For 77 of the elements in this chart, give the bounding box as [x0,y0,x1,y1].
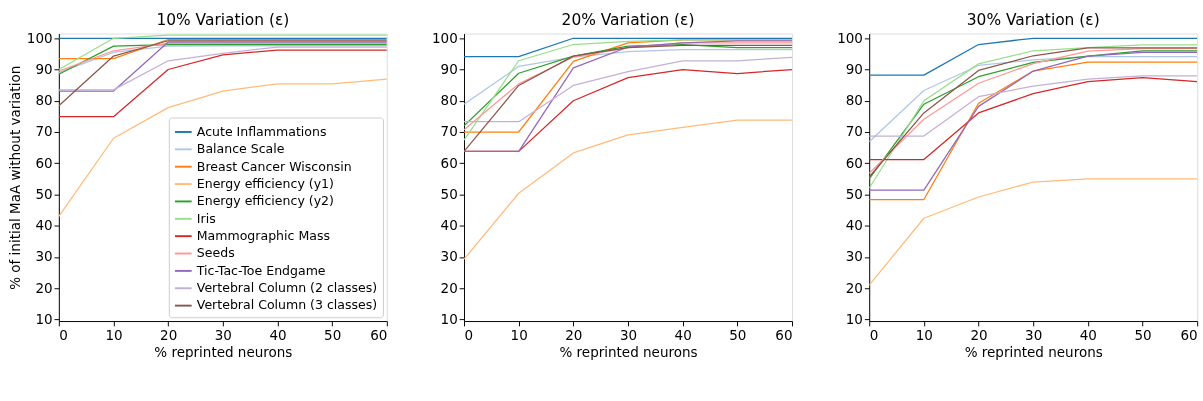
x-axis-title: % reprinted neurons [964,344,1103,361]
x-tick-label: 50 [324,326,342,343]
y-tick-label: 40 [845,217,863,234]
chart-title: 10% Variation (ε) [156,10,290,29]
x-tick-label: 40 [674,326,692,343]
x-tick-label: 20 [565,326,583,343]
x-tick-label: 60 [370,326,388,343]
y-axis-title: % of initial MaA without variation [7,65,24,290]
x-tick-label: 20 [970,326,988,343]
chart-title: 30% Variation (ε) [966,10,1100,29]
x-axis-title: % reprinted neurons [559,344,698,361]
legend-label: Energy efficiency (y1) [196,175,334,191]
legend-label: Vertebral Column (3 classes) [196,297,378,313]
x-tick-label: 30 [214,326,232,343]
y-tick-label: 70 [845,123,863,140]
x-tick-label: 10 [915,326,933,343]
y-tick-label: 100 [837,29,863,46]
y-tick-label: 60 [35,154,53,171]
y-tick-label: 50 [440,185,458,202]
y-tick-label: 60 [845,154,863,171]
y-tick-label: 20 [440,279,458,296]
legend-label: Iris [196,210,216,226]
legend-label: Balance Scale [196,141,285,157]
y-tick-label: 70 [35,123,53,140]
y-tick-label: 100 [431,29,458,46]
line-series [464,56,793,123]
x-tick-label: 0 [869,326,879,343]
y-tick-label: 90 [845,60,863,77]
legend-label: Tic-Tac-Toe Endgame [195,262,326,278]
y-tick-label: 80 [35,92,53,109]
y-tick-label: 60 [440,154,458,171]
y-tick-label: 20 [845,279,863,296]
y-tick-label: 70 [440,123,458,140]
y-tick-label: 80 [440,92,458,109]
line-series [58,49,387,118]
y-tick-label: 90 [35,60,53,77]
legend-label: Breast Cancer Wisconsin [196,158,352,174]
y-tick-label: 30 [35,248,53,265]
y-tick-label: 80 [845,92,863,109]
x-tick-label: 0 [464,326,474,343]
y-tick-label: 90 [440,60,458,77]
y-tick-label: 30 [845,248,863,265]
x-tick-label: 50 [729,326,747,343]
x-tick-label: 10 [510,326,528,343]
y-tick-label: 30 [440,248,458,265]
x-tick-label: 0 [59,326,68,343]
line-series [869,77,1198,161]
line-series [869,75,1198,137]
y-tick-label: 40 [440,217,458,234]
chart-title: 20% Variation (ε) [561,10,695,29]
x-tick-label: 60 [1180,326,1198,343]
line-series [464,119,793,260]
x-tick-label: 30 [619,326,638,343]
y-tick-label: 10 [845,310,863,327]
line-series [464,48,793,105]
legend-label: Mammographic Mass [196,228,330,244]
legend-label: Seeds [196,245,235,261]
legend-label: Vertebral Column (2 classes) [196,280,378,296]
x-tick-label: 40 [269,326,287,343]
y-tick-label: 50 [35,185,53,202]
x-tick-label: 10 [105,326,123,343]
y-tick-label: 20 [35,279,53,296]
y-tick-label: 40 [35,217,53,234]
x-tick-label: 60 [775,326,793,343]
x-tick-label: 40 [1079,326,1097,343]
y-tick-label: 10 [440,310,458,327]
line-series [869,56,1198,143]
legend-label: Acute Inflammations [196,123,327,139]
x-tick-label: 50 [1134,326,1152,343]
line-series [869,178,1198,286]
x-tick-label: 30 [1025,326,1043,343]
x-axis-title: % reprinted neurons [154,344,293,361]
x-tick-label: 20 [160,326,178,343]
y-tick-label: 10 [35,310,53,327]
legend-label: Energy efficiency (y2) [196,193,334,209]
y-tick-label: 50 [845,185,863,202]
y-tick-label: 100 [26,29,53,46]
